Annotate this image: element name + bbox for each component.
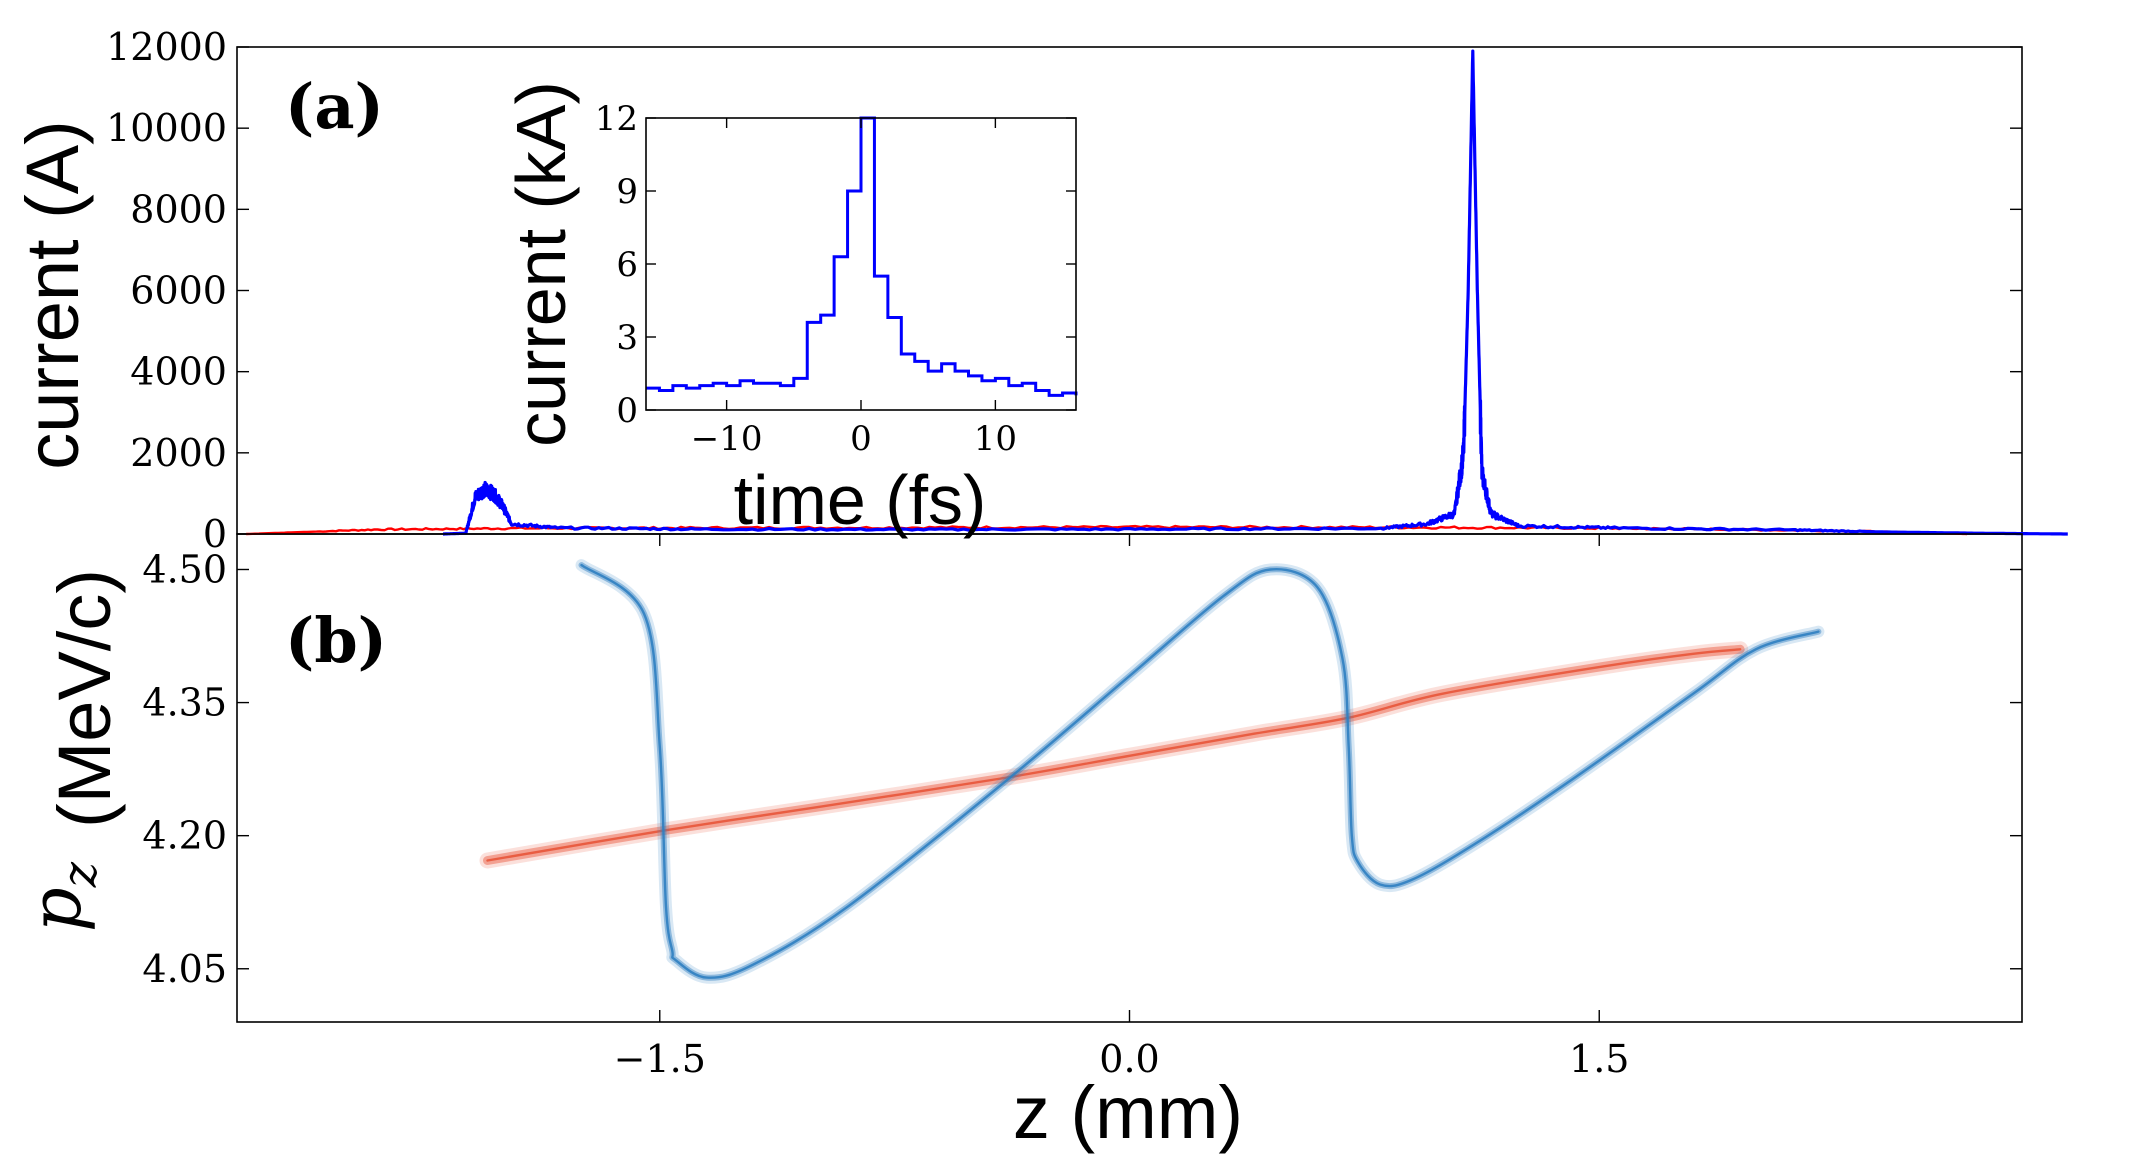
inset-y-tick-label: 9 (616, 172, 638, 212)
inset-x-tick-label: −10 (691, 419, 763, 459)
panel-a-y-tick-label: 10000 (106, 106, 227, 150)
blue-current-line (441, 49, 2068, 536)
panel-b-label: (b) (285, 604, 387, 677)
red-phase-space-band-core (486, 648, 1742, 862)
inset-y-tick-label: 12 (595, 99, 638, 139)
inset-y-tick-label: 3 (616, 318, 638, 358)
panel-b-x-tick-label: 1.5 (1569, 1037, 1629, 1081)
pz-unit: (MeV/c) (43, 569, 126, 828)
panel-b: −1.5 0.0 1.5 4.05 4.20 4.35 4.50 (b) pz (MeV/c… (15, 533, 2023, 1154)
panel-a-inset: −10 0 10 0 3 6 9 12 current (kA) time (fs) (502, 81, 1078, 539)
inset-y-tick-label: 0 (616, 391, 638, 431)
panel-a-y-ticks: 0 2000 4000 6000 8000 10000 12000 (106, 25, 2022, 556)
panel-b-y-tick-label: 4.20 (142, 814, 227, 858)
panel-b-y-tick-label: 4.05 (142, 947, 227, 991)
panel-b-series (479, 559, 1825, 984)
panel-b-y-tick-label: 4.35 (142, 681, 227, 725)
panel-a-y-tick-label: 0 (203, 512, 227, 556)
panel-a: 0 2000 4000 6000 8000 10000 12000 (a) current … (11, 25, 2068, 556)
inset-x-axis-title: time (fs) (734, 461, 987, 539)
panel-b-x-tick-label: −1.5 (614, 1037, 706, 1081)
panel-a-series (246, 49, 2068, 536)
panel-a-y-tick-label: 8000 (130, 187, 227, 231)
pz-subscript: z (52, 861, 108, 888)
inset-y-tick-label: 6 (616, 245, 638, 285)
panel-a-label: (a) (285, 70, 384, 143)
inset-y-axis-title: current (kA) (502, 81, 580, 447)
panel-b-ticks: −1.5 0.0 1.5 4.05 4.20 4.35 4.50 (142, 534, 2022, 1081)
inset-ticks: −10 0 10 0 3 6 9 12 (595, 99, 1076, 459)
panel-b-x-tick-label: 0.0 (1099, 1037, 1159, 1081)
inset-x-tick-label: 10 (974, 419, 1017, 459)
panel-b-frame (236, 533, 2023, 1023)
panel-a-y-tick-label: 4000 (130, 350, 227, 394)
inset-x-tick-label: 0 (850, 419, 872, 459)
blue-phase-space-band-halo (575, 559, 1825, 984)
panel-a-y-tick-label: 2000 (130, 431, 227, 475)
blue-phase-space-band (578, 562, 1822, 981)
panel-a-y-tick-label: 12000 (106, 25, 227, 69)
panel-b-y-axis-title: pz (MeV/c) (15, 569, 126, 932)
blue-phase-space-band-core (580, 563, 1820, 979)
panel-a-y-axis-title: current (A) (11, 120, 94, 470)
panel-b-y-tick-label: 4.50 (142, 547, 227, 591)
pz-symbol: p (15, 887, 97, 932)
panel-b-x-axis-title: z (mm) (1013, 1071, 1243, 1154)
pz-label: pz (15, 861, 108, 932)
panel-a-y-tick-label: 6000 (130, 269, 227, 313)
